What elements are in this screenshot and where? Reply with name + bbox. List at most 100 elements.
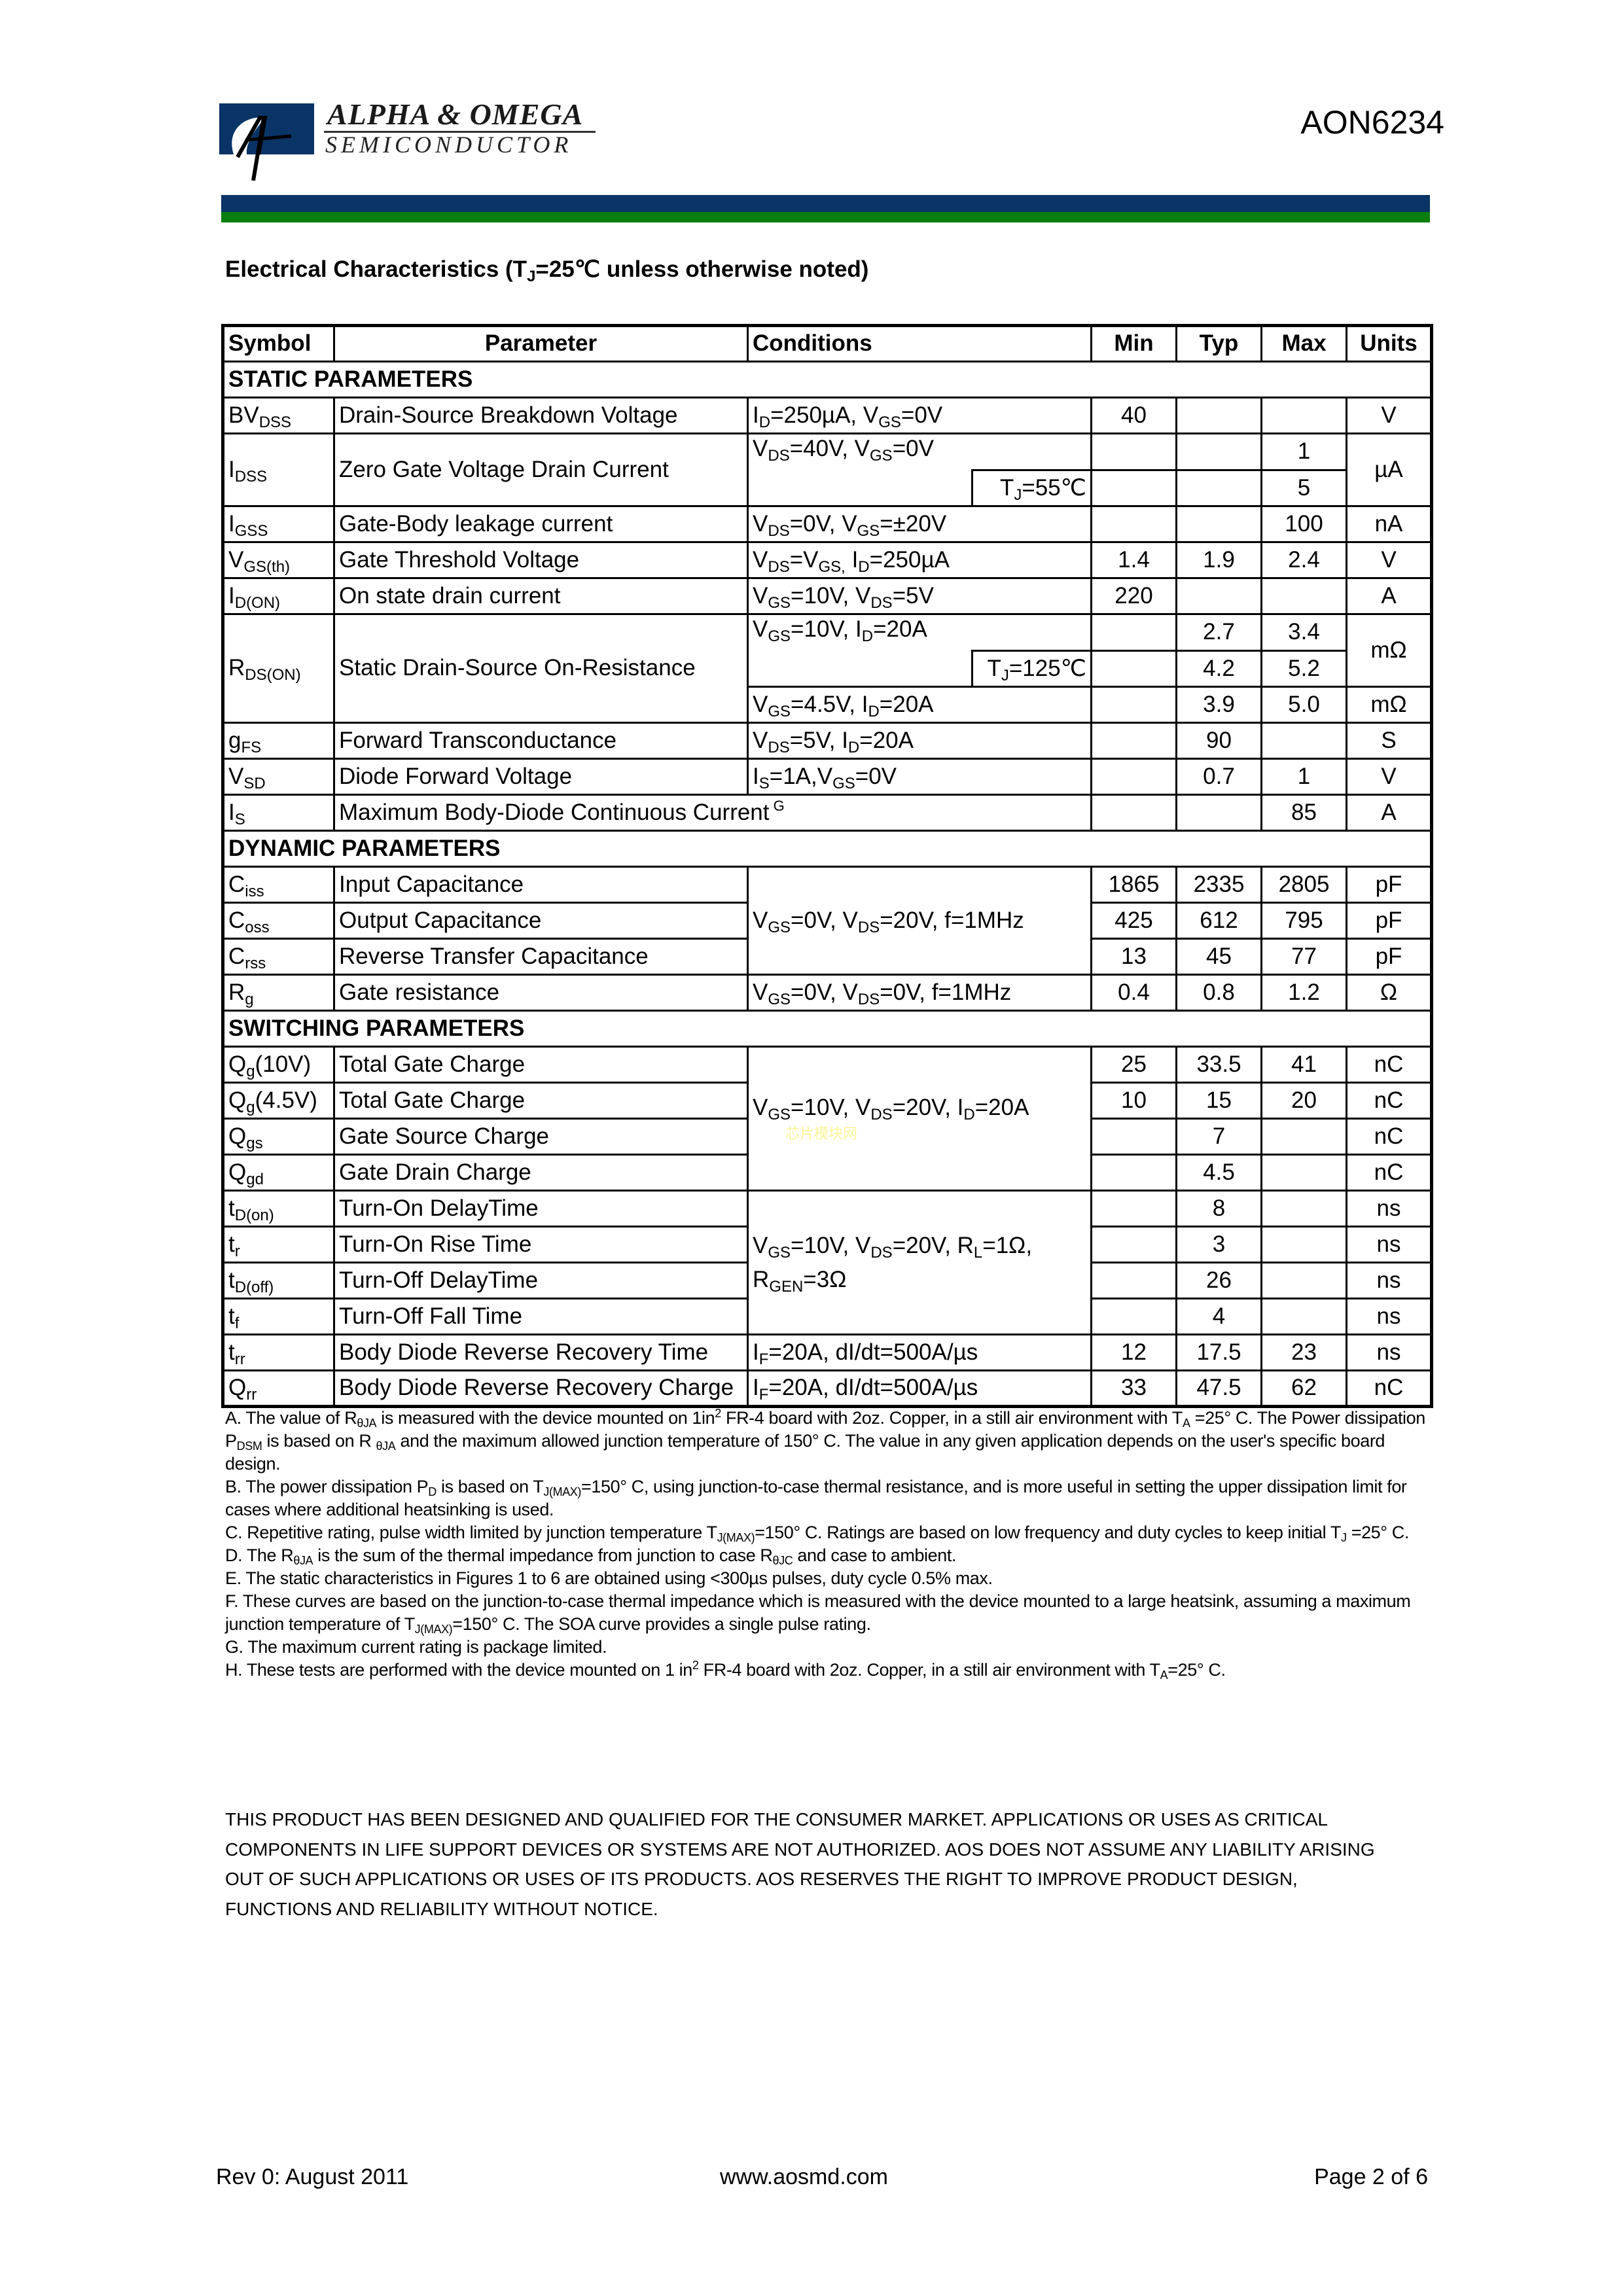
subscript: GS — [768, 1105, 791, 1123]
table-row: tf Turn-Off Fall Time 4 ns — [222, 1298, 1433, 1335]
subscript: GEN — [769, 1277, 804, 1296]
symbol-cell: Ciss — [222, 866, 335, 904]
parameter-cell: Turn-On DelayTime — [333, 1190, 749, 1227]
section-dynamic: DYNAMIC PARAMETERS — [222, 830, 1433, 868]
table-row: ID(ON) On state drain current VGS=10V, VDS… — [222, 577, 1433, 615]
table-row: RDS(ON) Static Drain-Source On-Resistance… — [222, 613, 1433, 724]
subscript: DS — [768, 738, 790, 756]
conditions-cell: IF=20A, dI/dt=500A/µs — [747, 1333, 1092, 1371]
conditions-cell: VGS=10V, VDS=20V, RL=1Ω, RGEN=3Ω — [747, 1190, 1092, 1335]
typ-cell: 2335 — [1175, 866, 1262, 904]
subscript: F — [758, 1386, 769, 1404]
subscript: D — [428, 1485, 437, 1498]
table-row: Qgs Gate Source Charge 7 nC — [222, 1118, 1433, 1156]
typ-cell: 45 — [1175, 938, 1262, 976]
table-row: STATIC PARAMETERS — [222, 361, 1433, 398]
subscript: DS — [870, 1105, 893, 1123]
conditions-cell: IF=20A, dI/dt=500A/µs — [747, 1369, 1092, 1407]
brand-subtitle: SEMICONDUCTOR — [325, 132, 573, 158]
subscript: S — [758, 774, 770, 792]
subscript: DSM — [236, 1439, 262, 1453]
subscript: DS(ON) — [245, 666, 301, 684]
min-cell: 10 — [1090, 1082, 1177, 1120]
subscript: GS — [878, 413, 901, 431]
typ-cell: 7 — [1175, 1118, 1262, 1156]
subscript: DS — [870, 593, 893, 612]
temperature-condition: TJ=125℃ — [971, 650, 1092, 688]
disclaimer-line: THIS PRODUCT HAS BEEN DESIGNED AND QUALI… — [225, 1809, 1328, 1829]
max-cell: 3.4 — [1260, 613, 1347, 652]
parameter-cell: Turn-On Rise Time — [333, 1226, 749, 1263]
symbol-cell: Qg(4.5V) — [222, 1082, 335, 1120]
subscript: GS, — [818, 557, 846, 576]
table-row: SWITCHING PARAMETERS — [222, 1010, 1433, 1048]
header-max: Max — [1260, 325, 1347, 362]
symbol-cell: tf — [222, 1298, 335, 1335]
typ-cell: 4 — [1175, 1298, 1262, 1335]
footnote: D. The RθJA is the sum of the thermal im… — [225, 1545, 957, 1567]
min-cell: 13 — [1090, 938, 1177, 976]
subscript: A — [1183, 1417, 1190, 1430]
symbol-cell: Qg(10V) — [222, 1046, 335, 1084]
footer-website[interactable]: www.aosmd.com — [720, 2164, 888, 2189]
symbol-cell: tr — [222, 1226, 335, 1263]
parameter-cell: Zero Gate Voltage Drain Current — [333, 433, 749, 507]
conditions-cell: VGS=10V, VDS=5V — [747, 577, 1092, 615]
parameter-cell: Gate Source Charge — [333, 1118, 749, 1156]
subscript: g — [245, 990, 254, 1008]
footer-revision: Rev 0: August 2011 — [216, 2164, 409, 2189]
min-cell: 1865 — [1090, 866, 1177, 904]
charge-condition-text: VGS=10V, VDS=20V, ID=20A — [753, 1094, 1029, 1123]
units-cell: nC — [1346, 1369, 1433, 1407]
units-cell: pF — [1346, 902, 1433, 940]
max-cell — [1260, 577, 1347, 615]
timing-condition-line: RGEN=3Ω — [753, 1266, 847, 1296]
conditions-cell: VGS=4.5V, ID=20A — [747, 686, 1092, 724]
typ-cell: 4.2 — [1175, 650, 1262, 688]
units-cell: nC — [1346, 1046, 1433, 1084]
typ-cell — [1175, 433, 1262, 471]
max-cell: 85 — [1260, 794, 1347, 832]
subscript: DS — [857, 990, 880, 1008]
parameter-cell: Forward Transconductance — [333, 722, 749, 760]
units-cell: A — [1346, 577, 1433, 615]
symbol-cell: tD(off) — [222, 1262, 335, 1299]
subscript: L — [973, 1243, 983, 1262]
section-switching: SWITCHING PARAMETERS — [222, 1010, 1433, 1048]
subscript: GS — [870, 447, 893, 465]
max-cell — [1260, 1190, 1347, 1227]
table-row: IS Maximum Body-Diode Continuous Current … — [222, 794, 1433, 832]
typ-cell: 1.9 — [1175, 541, 1262, 579]
subscript: rr — [246, 1386, 257, 1404]
typ-cell: 3.9 — [1175, 686, 1262, 724]
symbol-cell: tD(on) — [222, 1190, 335, 1227]
subscript: J — [1340, 1531, 1347, 1544]
subscript: GS — [768, 593, 791, 612]
subscript: f — [234, 1314, 240, 1332]
min-cell — [1090, 1190, 1177, 1227]
superscript: 2 — [692, 1659, 699, 1672]
subscript: GS — [768, 1243, 791, 1262]
parameter-cell: Gate Drain Charge — [333, 1154, 749, 1192]
min-cell — [1090, 1298, 1177, 1335]
units-cell: mΩ — [1346, 686, 1433, 724]
symbol-cell: trr — [222, 1333, 335, 1371]
header-bar-blue — [221, 195, 1430, 212]
min-cell — [1090, 505, 1177, 543]
subscript: DS — [768, 557, 790, 576]
subscript: θJC — [772, 1554, 793, 1567]
table-row: Rg Gate resistance VGS=0V, VDS=0V, f=1MHz 0… — [222, 974, 1433, 1012]
subscript: oss — [245, 918, 270, 936]
superscript: 2 — [715, 1407, 721, 1420]
subscript: DS — [870, 1243, 893, 1262]
parameter-cell: Diode Forward Voltage — [333, 758, 749, 796]
min-cell — [1090, 1262, 1177, 1299]
header-conditions: Conditions — [747, 325, 1092, 362]
header-min: Min — [1090, 325, 1177, 362]
parameter-cell: Gate Threshold Voltage — [333, 541, 749, 579]
typ-cell: 2.7 — [1175, 613, 1262, 652]
subscript: GS — [768, 990, 791, 1008]
disclaimer-line: COMPONENTS IN LIFE SUPPORT DEVICES OR SY… — [225, 1839, 1375, 1860]
conditions-cell: IS=1A,VGS=0V — [747, 758, 1092, 796]
units-cell: V — [1346, 758, 1433, 796]
